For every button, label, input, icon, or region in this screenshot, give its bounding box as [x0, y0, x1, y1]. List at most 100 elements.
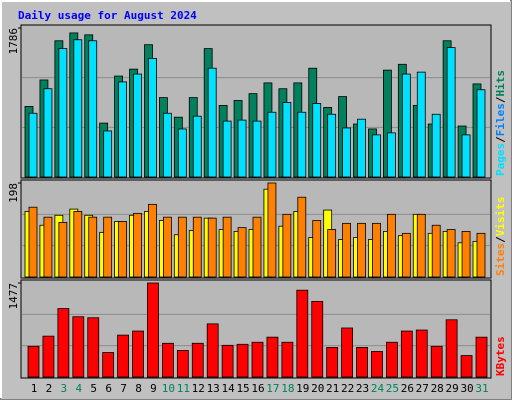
legend: Pages/Files/Hits	[494, 70, 507, 176]
bar	[72, 316, 85, 378]
x-tick-label: 20	[311, 382, 324, 395]
bar	[236, 343, 249, 378]
bar	[341, 327, 354, 378]
bar	[252, 120, 262, 178]
bar	[385, 341, 398, 378]
x-tick-label: 2	[46, 382, 53, 395]
bar	[87, 317, 100, 378]
bar	[431, 113, 441, 178]
bar	[176, 350, 189, 378]
bar	[192, 115, 202, 178]
x-tick-label: 4	[75, 382, 82, 395]
bar	[191, 342, 204, 378]
x-tick-label: 16	[251, 382, 264, 395]
bar	[327, 113, 337, 178]
bar	[251, 341, 264, 378]
bar	[476, 232, 486, 278]
x-tick-label: 7	[120, 382, 127, 395]
x-tick-label: 3	[61, 382, 68, 395]
bar	[207, 217, 217, 278]
bar	[460, 355, 473, 378]
bar	[222, 120, 232, 178]
bar	[297, 196, 307, 278]
bar	[177, 128, 187, 178]
bar	[446, 47, 456, 178]
bar	[42, 335, 55, 378]
bar	[148, 203, 157, 278]
bar	[118, 81, 127, 178]
bar	[252, 216, 262, 278]
bar	[475, 336, 488, 378]
x-tick-label: 21	[326, 382, 339, 395]
bar	[342, 222, 352, 278]
bar	[222, 216, 232, 278]
x-tick-label: 12	[192, 382, 205, 395]
x-tick-label: 6	[105, 382, 112, 395]
bar	[133, 212, 142, 278]
bar	[162, 216, 172, 278]
x-tick-label: 23	[356, 382, 369, 395]
x-tick-label: 24	[371, 382, 385, 395]
bar	[431, 224, 441, 278]
bar	[28, 112, 38, 178]
bar	[445, 319, 458, 378]
legend-entry: Hits	[494, 70, 507, 97]
bar	[88, 40, 98, 178]
bar	[386, 213, 396, 278]
bar	[372, 134, 381, 178]
legend: KBytes	[494, 336, 507, 376]
bar	[207, 67, 217, 178]
x-tick-label: 26	[401, 382, 414, 395]
bar	[206, 323, 219, 378]
y-tick-label: 1786	[7, 28, 20, 55]
legend-entry: Files	[494, 103, 507, 136]
x-tick-label: 5	[90, 382, 97, 395]
bar	[102, 352, 115, 378]
bar	[57, 308, 70, 378]
x-tick-label: 14	[222, 382, 236, 395]
bar	[28, 206, 38, 278]
bar	[401, 232, 411, 278]
bar	[58, 222, 68, 278]
chart-title: Daily usage for August 2024	[18, 9, 197, 22]
x-tick-label: 10	[162, 382, 175, 395]
bar	[103, 216, 113, 278]
bar	[400, 330, 413, 378]
legend-entry: KBytes	[494, 336, 507, 376]
bar	[132, 330, 144, 378]
x-tick-label: 31	[475, 382, 488, 395]
legend-entry: Pages	[494, 143, 507, 176]
bar	[372, 222, 381, 278]
bar	[27, 345, 40, 378]
bar	[118, 221, 127, 278]
y-tick-label: 1477	[7, 283, 20, 310]
bar	[297, 111, 307, 178]
bar	[103, 130, 113, 178]
x-tick-label: 30	[460, 382, 473, 395]
bar	[296, 289, 309, 378]
x-tick-label: 19	[296, 382, 309, 395]
x-tick-label: 18	[281, 382, 294, 395]
bar	[162, 112, 172, 178]
bar	[161, 342, 174, 378]
bar	[461, 134, 471, 178]
bar	[73, 211, 83, 278]
bar	[371, 351, 383, 378]
x-tick-label: 13	[207, 382, 220, 395]
x-tick-label: 25	[386, 382, 399, 395]
bar	[312, 220, 322, 278]
bar	[357, 222, 366, 278]
bar	[312, 103, 322, 178]
bar	[117, 334, 129, 378]
bar	[326, 347, 339, 378]
bar	[267, 182, 277, 278]
bar	[267, 111, 277, 178]
y-tick-label: 198	[7, 183, 20, 203]
bar	[237, 227, 247, 278]
x-tick-label: 8	[135, 382, 142, 395]
bar	[221, 344, 234, 378]
x-tick-label: 1	[31, 382, 38, 395]
bar	[356, 347, 368, 378]
bar	[282, 102, 292, 178]
